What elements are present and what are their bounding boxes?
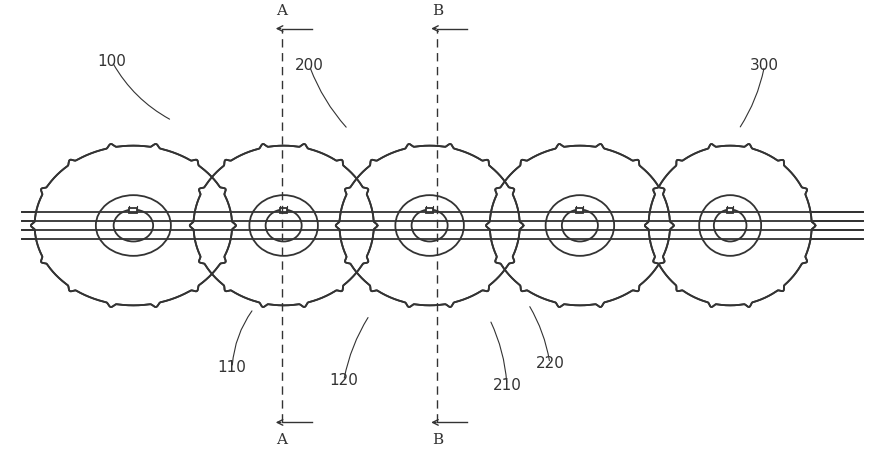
Ellipse shape <box>96 195 171 256</box>
Text: 220: 220 <box>535 356 565 371</box>
Text: 210: 210 <box>492 378 521 393</box>
Text: 300: 300 <box>750 58 779 73</box>
Ellipse shape <box>546 195 614 256</box>
Ellipse shape <box>396 195 464 256</box>
Ellipse shape <box>699 195 761 256</box>
Polygon shape <box>645 144 815 307</box>
Text: 100: 100 <box>97 54 127 69</box>
Ellipse shape <box>714 210 746 241</box>
Ellipse shape <box>113 210 153 241</box>
Ellipse shape <box>250 195 318 256</box>
Text: 110: 110 <box>218 360 247 375</box>
Polygon shape <box>486 144 673 307</box>
Bar <box>426 208 434 213</box>
Text: 200: 200 <box>295 58 324 73</box>
Polygon shape <box>335 144 523 307</box>
Text: B: B <box>432 433 442 447</box>
Text: A: A <box>276 4 288 18</box>
Ellipse shape <box>412 210 448 241</box>
Text: A: A <box>276 433 288 447</box>
Polygon shape <box>31 144 235 307</box>
Bar <box>576 208 583 213</box>
Bar <box>727 208 734 213</box>
Text: B: B <box>432 4 442 18</box>
Bar <box>129 208 137 213</box>
Polygon shape <box>189 144 378 307</box>
Ellipse shape <box>562 210 598 241</box>
Ellipse shape <box>266 210 302 241</box>
Bar <box>280 208 288 213</box>
Text: 120: 120 <box>329 373 358 388</box>
